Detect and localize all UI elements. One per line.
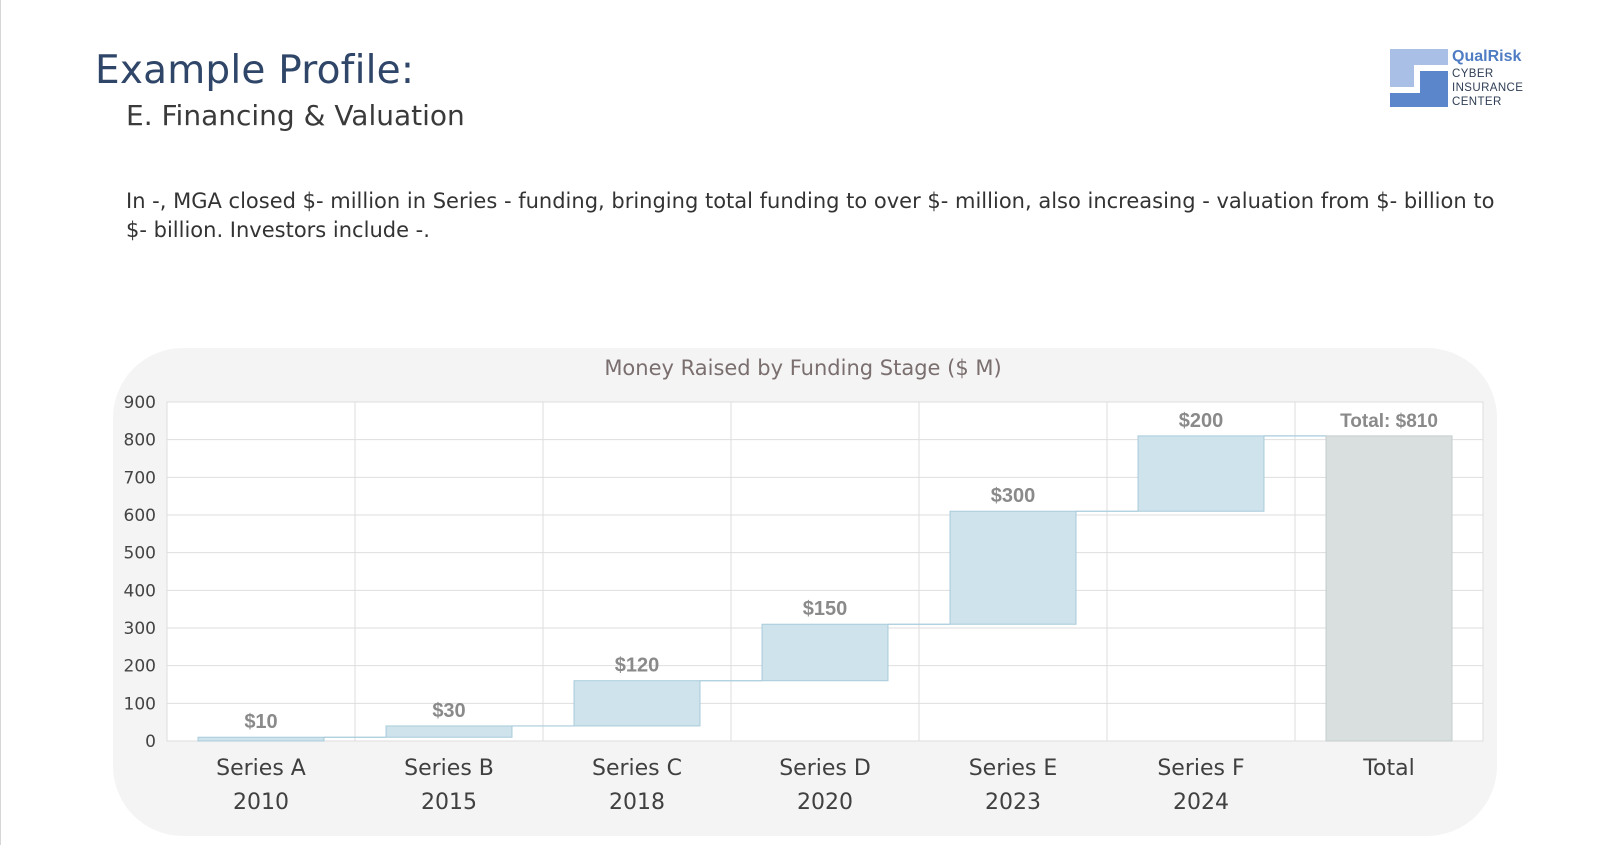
logo-line-2: INSURANCE (1452, 82, 1524, 94)
y-tick-label: 100 (124, 694, 156, 714)
page-title: Example Profile: (95, 48, 415, 93)
logo-brand-text: QualRisk (1452, 48, 1522, 65)
x-category-label: Series B (404, 756, 494, 781)
y-tick-label: 300 (124, 619, 156, 639)
plot-area (166, 401, 1484, 742)
y-tick-label: 0 (145, 732, 156, 752)
increment-bar (761, 623, 889, 682)
x-year-label: 2023 (985, 790, 1041, 815)
y-tick-label: 400 (124, 581, 156, 601)
chart-connectors (323, 435, 1327, 738)
x-category-label: Series A (216, 756, 306, 781)
increment-bar (949, 510, 1077, 625)
increment-bar (1137, 435, 1265, 512)
chart-bars (197, 435, 1453, 742)
y-tick-label: 900 (124, 393, 156, 413)
data-label: $200 (1179, 410, 1224, 432)
qualrisk-logo: QualRisk CYBER INSURANCE CENTER (1390, 48, 1540, 109)
x-category-label: Series D (779, 756, 871, 781)
x-year-label: 2024 (1173, 790, 1229, 815)
y-tick-label: 800 (124, 431, 156, 451)
y-tick-label: 200 (124, 657, 156, 677)
logo-mark-icon (1390, 49, 1448, 107)
data-label: $30 (432, 700, 465, 722)
x-category-label: Series C (592, 756, 682, 781)
total-bar (1325, 435, 1453, 742)
x-year-label: 2018 (609, 790, 665, 815)
y-tick-label: 600 (124, 506, 156, 526)
x-category-label: Series F (1157, 756, 1244, 781)
x-category-label: Total (1362, 756, 1414, 781)
x-category-label: Series E (969, 756, 1058, 781)
chart-title: Money Raised by Funding Stage ($ M) (604, 356, 1001, 380)
summary-paragraph: In -, MGA closed $- million in Series - … (126, 189, 1495, 242)
x-year-label: 2020 (797, 790, 853, 815)
data-label: $150 (803, 598, 848, 620)
logo-line-3: CENTER (1452, 96, 1502, 108)
page-subtitle: E. Financing & Valuation (126, 99, 465, 132)
y-tick-label: 700 (124, 468, 156, 488)
increment-bar (573, 680, 701, 727)
data-label: $300 (991, 485, 1036, 507)
chart-axes: 0 100 200 300 400 500 600 700 800 900 Series A 2010… (124, 393, 1415, 815)
data-label: Total: $810 (1340, 411, 1438, 432)
increment-bar (197, 736, 325, 742)
page-left-border (0, 0, 1, 845)
increment-bar (385, 725, 513, 738)
x-year-label: 2015 (421, 790, 477, 815)
x-year-label: 2010 (233, 790, 289, 815)
data-label: $10 (244, 711, 277, 733)
y-tick-label: 500 (124, 544, 156, 564)
chart-grid (166, 401, 1484, 742)
chart-data-labels: $10 $30 $120 $150 $300 $200 Total: $810 (244, 410, 1438, 733)
data-label: $120 (615, 655, 660, 677)
logo-line-1: CYBER (1452, 68, 1494, 80)
